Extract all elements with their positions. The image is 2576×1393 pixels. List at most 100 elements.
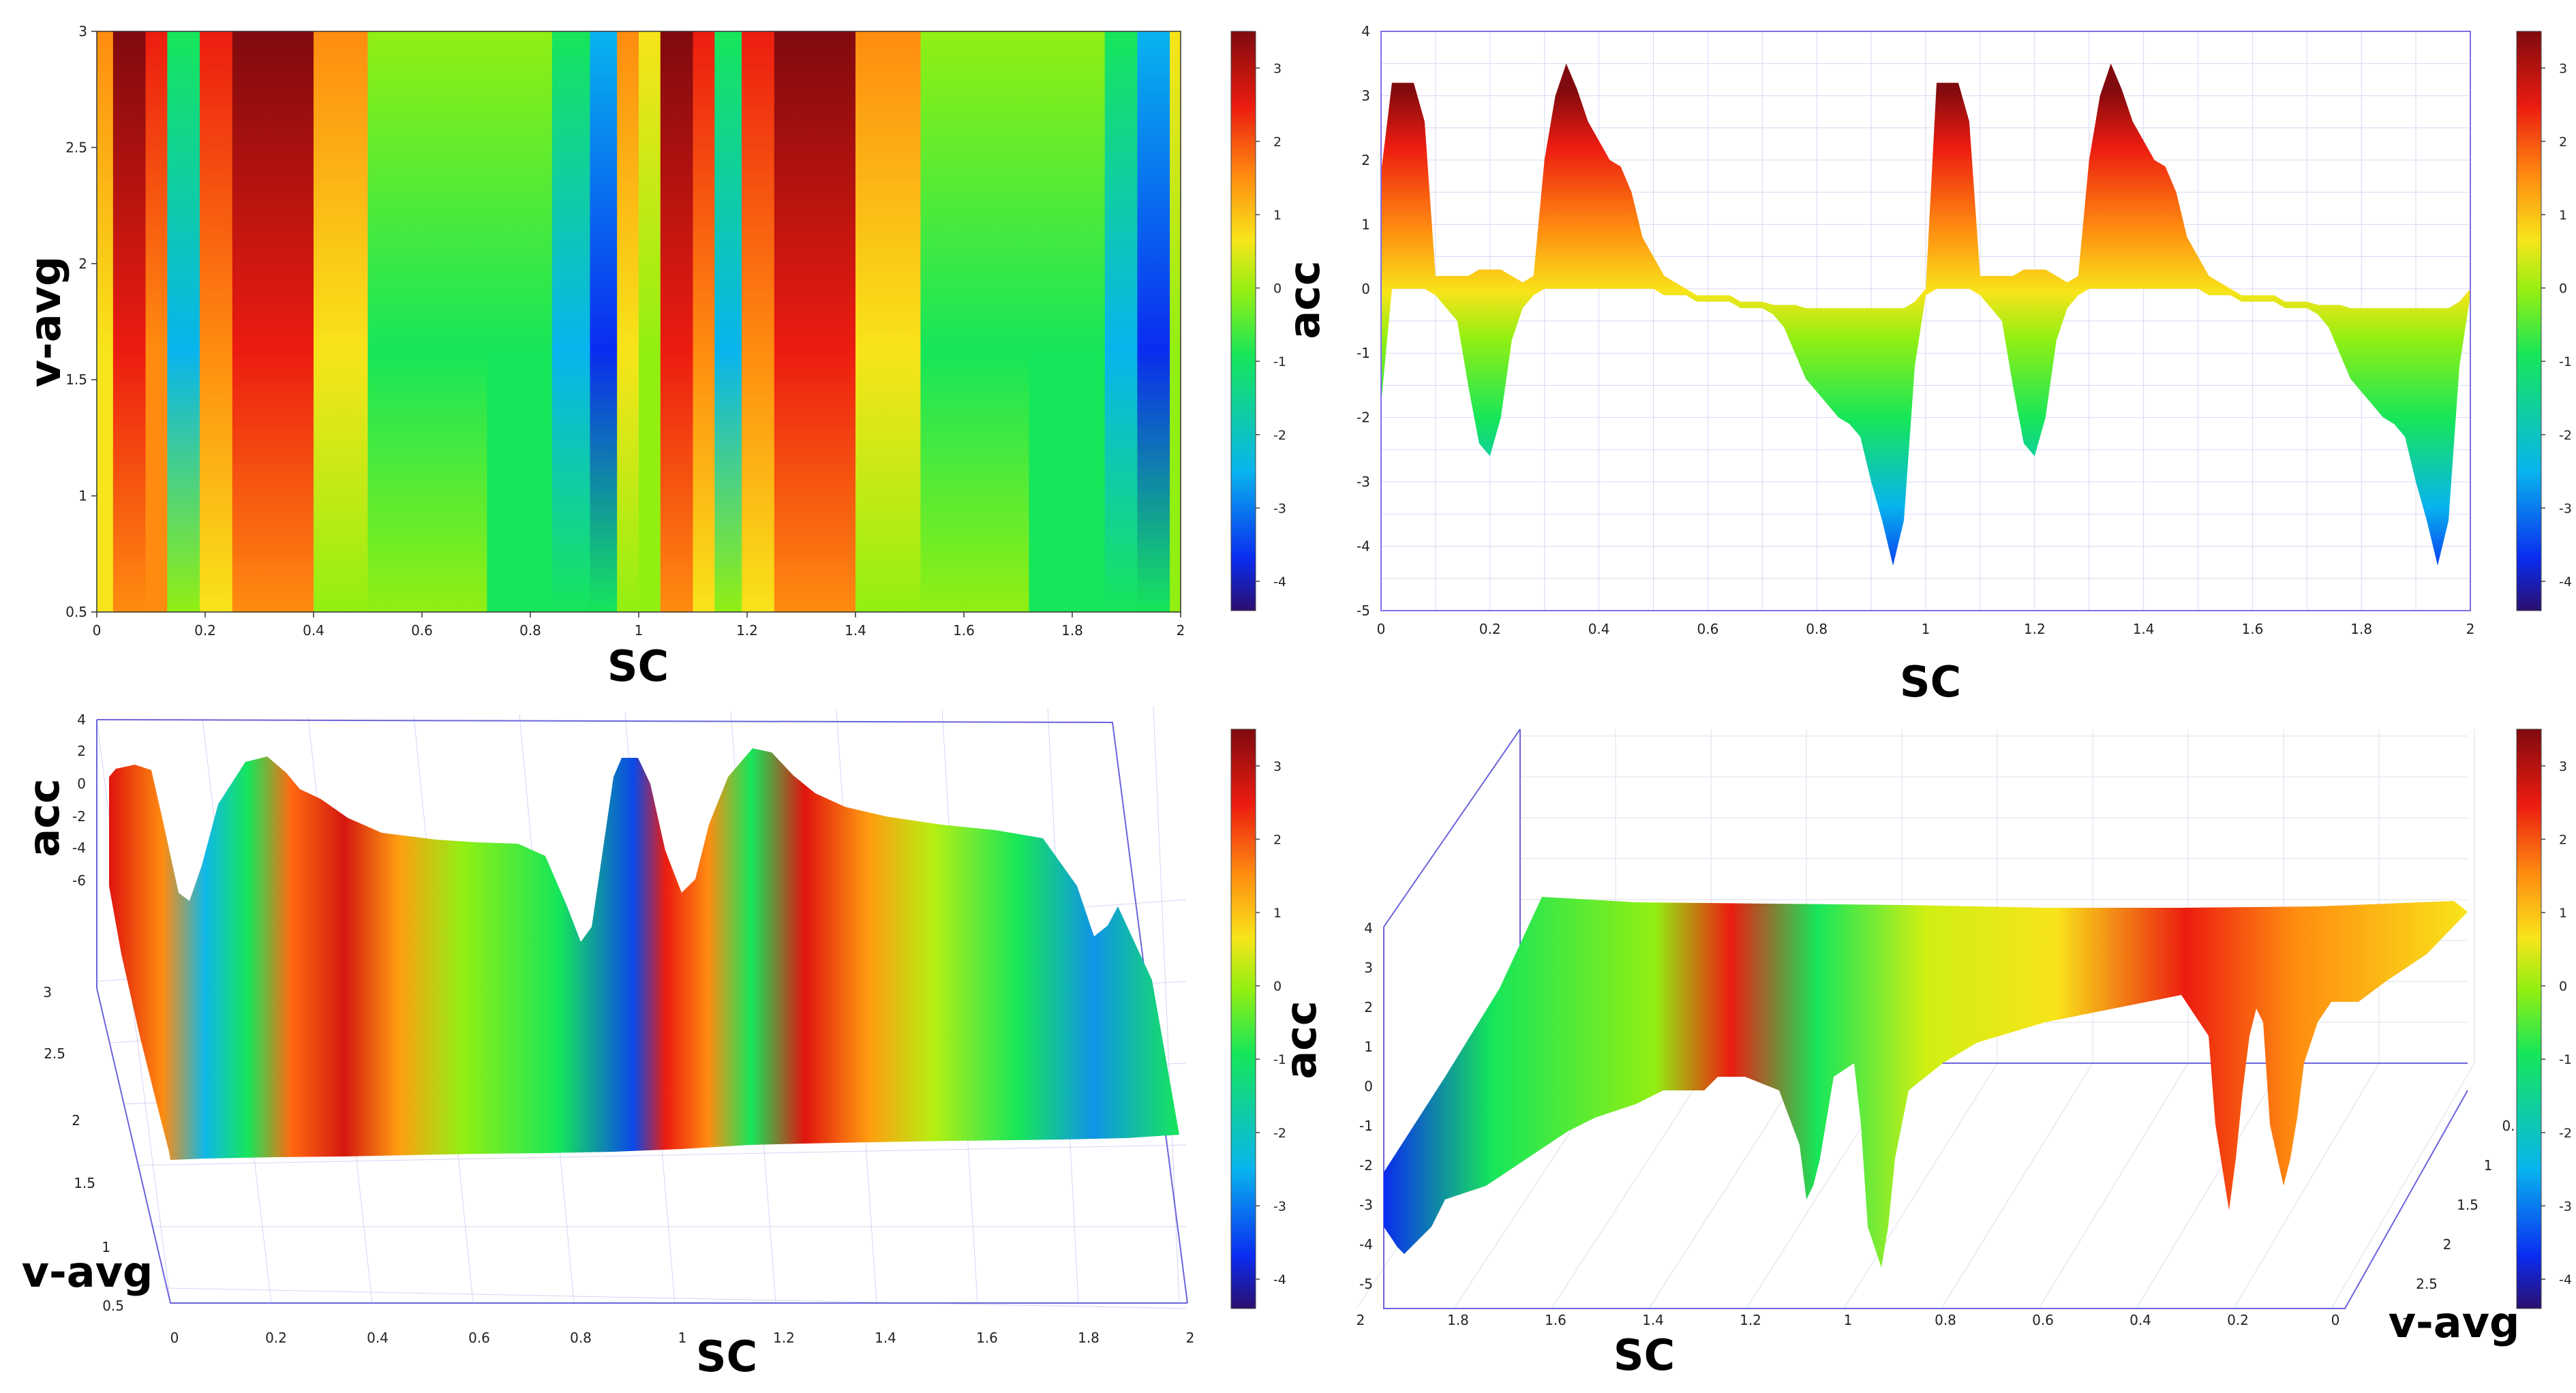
surface-br-body bbox=[1384, 897, 2468, 1268]
surface-bl-ylabel: v-avg bbox=[22, 1247, 153, 1297]
z-tick-label: 1 bbox=[1364, 1039, 1373, 1055]
surface-br-grid-line bbox=[1551, 1062, 1712, 1309]
heatmap-stripe bbox=[639, 31, 661, 612]
heatmap-stripe bbox=[1029, 31, 1106, 612]
colorbar-tick-label: -1 bbox=[1273, 354, 1286, 369]
heatmap-stripe bbox=[200, 31, 233, 612]
colorbar-gradient bbox=[1230, 31, 1256, 611]
heatmap-stripe bbox=[1170, 31, 1181, 612]
x-tick-label: 0.6 bbox=[2032, 1312, 2054, 1328]
x-tick-label: 2 bbox=[1357, 1312, 1365, 1328]
y-tick-label: 0.5 bbox=[65, 604, 87, 620]
x-tick-label: 0.4 bbox=[1588, 621, 1610, 637]
y-tick-label: 1.5 bbox=[2457, 1197, 2479, 1213]
y-tick-label: 3 bbox=[2402, 1315, 2411, 1332]
heatmap-stripe bbox=[145, 31, 168, 612]
panel-profile-top-right: 0 0.2 0.4 0.6 0.8 1 1.2 1.4 1.6 1.8 2 4 3 2 1 0 -1 -2 -3 -… bbox=[1279, 23, 2572, 707]
surface-br-grid-line bbox=[2331, 1062, 2475, 1309]
x-tick-label: 1.8 bbox=[1447, 1312, 1469, 1328]
x-tick-label: 2 bbox=[2466, 621, 2475, 637]
x-tick-label: 1.8 bbox=[1061, 622, 1083, 639]
z-tick-label: -2 bbox=[1359, 1157, 1373, 1174]
x-tick-label: 0.2 bbox=[265, 1330, 287, 1346]
profile-y-tick-labels: 4 3 2 1 0 -1 -2 -3 -4 -5 bbox=[1357, 23, 1370, 619]
surface-bl-grid-line bbox=[164, 1287, 1187, 1309]
colorbar-tick-label: 0 bbox=[2559, 979, 2567, 994]
surface-br-front-edge bbox=[1383, 927, 2468, 1309]
surface-br-grid-line bbox=[2038, 1062, 2189, 1309]
z-tick-label: 4 bbox=[77, 711, 86, 728]
heatmap-stripe bbox=[314, 31, 369, 612]
profile-axes-border bbox=[1380, 31, 2471, 611]
x-tick-label: 1.8 bbox=[1078, 1330, 1100, 1346]
profile-x-tick-labels: 0 0.2 0.4 0.6 0.8 1 1.2 1.4 1.6 1.8 2 bbox=[1377, 621, 2475, 637]
colorbar-tick-label: -1 bbox=[2559, 354, 2572, 369]
y-tick-label: 1.5 bbox=[74, 1175, 95, 1191]
x-tick-label: 1 bbox=[1844, 1312, 1853, 1328]
profile-xlabel: SC bbox=[1900, 657, 1961, 707]
colorbar-tick-label: 1 bbox=[1273, 208, 1282, 223]
colorbar-tick-label: 3 bbox=[2559, 61, 2567, 76]
x-tick-label: 0.4 bbox=[2130, 1312, 2151, 1328]
y-tick-label: 2.5 bbox=[44, 1045, 65, 1062]
colorbar-tick-label: 3 bbox=[2559, 759, 2567, 774]
z-tick-label: 0 bbox=[1364, 1078, 1373, 1094]
colorbar-tick-label: 2 bbox=[2559, 134, 2567, 149]
x-tick-label: 0.2 bbox=[194, 622, 216, 639]
colorbar-tick-label: -2 bbox=[2559, 428, 2572, 443]
surface-bl-xlabel: SC bbox=[696, 1332, 757, 1381]
heatmap-stripe bbox=[551, 31, 591, 612]
x-tick-label: 0.6 bbox=[468, 1330, 490, 1346]
surface-br-grid-line bbox=[2233, 1062, 2380, 1309]
x-tick-label: 0.6 bbox=[1697, 621, 1718, 637]
heatmap-stripe bbox=[693, 31, 716, 612]
x-tick-label: 1.6 bbox=[1545, 1312, 1566, 1328]
x-tick-label: 0.8 bbox=[570, 1330, 592, 1346]
heatmap-stripe bbox=[1137, 31, 1171, 612]
y-tick-label: 3 bbox=[1361, 87, 1370, 104]
colorbar-tick-label: -1 bbox=[1273, 1052, 1286, 1067]
heatmap-stripe bbox=[367, 31, 488, 612]
colorbar-tick-label: -2 bbox=[1273, 1126, 1286, 1141]
x-tick-label: 0.2 bbox=[1479, 621, 1501, 637]
heatmap-stripe bbox=[774, 31, 856, 612]
y-tick-label: -2 bbox=[1357, 410, 1370, 426]
x-tick-label: 1.6 bbox=[976, 1330, 998, 1346]
x-tick-label: 1.4 bbox=[1642, 1312, 1664, 1328]
heatmap-stripe bbox=[232, 31, 314, 612]
surface-br-grid-line bbox=[1843, 1062, 1998, 1309]
x-tick-label: 0.4 bbox=[367, 1330, 389, 1346]
heatmap-x-tick-labels: 0 0.2 0.4 0.6 0.8 1 1.2 1.4 1.6 1.8 2 bbox=[93, 612, 1185, 639]
x-tick-label: 1.8 bbox=[2350, 621, 2372, 637]
heatmap-stripe bbox=[112, 31, 147, 612]
colorbar-top-left: 3 2 1 0 -1 -2 -3 -4 bbox=[1230, 31, 1286, 611]
heatmap-stripe bbox=[742, 31, 775, 612]
colorbar-tick-label: -3 bbox=[2559, 501, 2572, 516]
colorbar-tick-label: 3 bbox=[1273, 759, 1282, 774]
x-tick-label: 1.2 bbox=[736, 622, 758, 639]
heatmap-stripe bbox=[920, 31, 1030, 612]
z-tick-label: -2 bbox=[72, 808, 86, 825]
y-tick-label: 2 bbox=[78, 256, 87, 272]
heatmap-image bbox=[97, 31, 1181, 612]
colorbar-tick-label: 2 bbox=[1273, 832, 1282, 847]
y-tick-label: 2.5 bbox=[65, 139, 87, 155]
colorbar-tick-label: -3 bbox=[2559, 1199, 2572, 1214]
z-tick-label: -4 bbox=[72, 840, 86, 856]
heatmap-ylabel: v-avg bbox=[20, 256, 70, 388]
surface-br-zlabel: acc bbox=[1276, 1000, 1326, 1079]
z-tick-label: -1 bbox=[1359, 1118, 1373, 1134]
heatmap-stripe bbox=[660, 31, 694, 612]
profile-frame bbox=[1380, 31, 2471, 611]
profile-ylabel: acc bbox=[1279, 260, 1329, 339]
x-tick-label: 0 bbox=[2331, 1312, 2340, 1328]
y-tick-label: 1 bbox=[102, 1239, 110, 1255]
colorbar-tick-label: 3 bbox=[1273, 61, 1282, 76]
y-tick-label: 0. bbox=[2502, 1118, 2515, 1134]
z-tick-label: 0 bbox=[77, 776, 86, 792]
x-tick-label: 0.4 bbox=[303, 622, 324, 639]
y-tick-label: 1.5 bbox=[65, 371, 87, 388]
z-tick-label: -4 bbox=[1359, 1236, 1373, 1253]
colorbar-tick-label: -4 bbox=[1273, 1272, 1286, 1287]
surface-br-xlabel: SC bbox=[1613, 1330, 1675, 1380]
